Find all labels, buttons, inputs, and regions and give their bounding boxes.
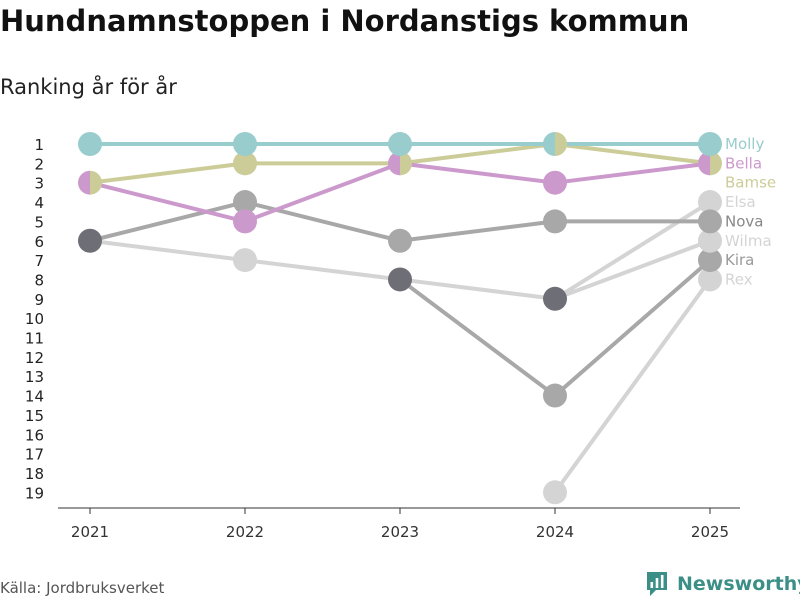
x-tick-label-2023: 2023 [381, 523, 419, 541]
point-bamse-2024 [555, 132, 567, 156]
chart-title: Hundnamnstoppen i Nordanstigs kommun [0, 4, 690, 38]
point-kira-2025 [698, 248, 722, 273]
y-tick-label-6: 6 [34, 233, 44, 251]
source-label: Källa: Jordbruksverket [0, 579, 165, 597]
x-tick-label-2025: 2025 [691, 523, 729, 541]
y-tick-label-15: 15 [25, 407, 44, 425]
point-wilma-2022 [233, 248, 257, 273]
y-tick-label-5: 5 [34, 213, 44, 231]
series-line-rex [553, 277, 712, 495]
point-molly-2022 [233, 132, 257, 156]
point-nova-2022 [233, 190, 257, 215]
point-molly-2025 [698, 132, 722, 156]
legend-label-wilma: Wilma [725, 232, 772, 250]
y-tick-label-11: 11 [25, 330, 44, 348]
point-wilma-2025 [698, 228, 722, 253]
point-elsa-2025 [698, 190, 722, 215]
point-bamse-2025 [710, 151, 722, 176]
y-tick-label-4: 4 [34, 194, 44, 212]
y-tick-label-10: 10 [25, 310, 44, 328]
y-tick-label-19: 19 [25, 484, 44, 502]
y-tick-label-2: 2 [34, 155, 44, 173]
point-molly-2024 [543, 132, 555, 156]
y-tick-label-1: 1 [34, 136, 44, 154]
x-tick-label-2022: 2022 [226, 523, 264, 541]
point-bamse-2021 [90, 170, 102, 195]
y-tick-label-18: 18 [25, 465, 44, 483]
legend-label-nova: Nova [725, 212, 763, 230]
y-tick-label-3: 3 [34, 175, 44, 193]
point-kira-2024 [543, 383, 567, 408]
legend-label-molly: Molly [725, 135, 764, 153]
point-bella-2025 [698, 151, 710, 176]
brand-name: Newsworthy [677, 573, 800, 595]
y-tick-label-9: 9 [34, 291, 44, 309]
x-tick-label-2024: 2024 [536, 523, 574, 541]
y-tick-label-7: 7 [34, 252, 44, 270]
point-kira-wilma-2023 [388, 267, 412, 292]
legend-label-elsa: Elsa [725, 193, 756, 211]
point-bamse-2022 [233, 151, 257, 176]
y-tick-label-17: 17 [25, 446, 44, 464]
point-wilma-elsa-2024 [543, 286, 567, 311]
y-tick-label-16: 16 [25, 426, 44, 444]
legend-label-bamse: Bamse [725, 174, 776, 192]
legend-label-bella: Bella [725, 154, 762, 172]
point-bella-2023 [388, 151, 400, 176]
y-tick-label-12: 12 [25, 349, 44, 367]
legend-label-kira: Kira [725, 251, 754, 269]
point-nova-2025 [698, 209, 722, 234]
x-tick-label-2021: 2021 [71, 523, 109, 541]
point-nova-2023 [388, 228, 412, 253]
point-molly-2023 [388, 132, 412, 156]
point-rex-2024 [543, 480, 567, 505]
point-wilma-nova-2021 [78, 228, 102, 253]
point-bamse-2023 [400, 151, 413, 176]
newsworthy-logo-icon [647, 572, 667, 596]
brand-logo: Newsworthy [645, 570, 800, 598]
point-bella-2022 [233, 209, 257, 234]
point-bella-2024 [543, 170, 567, 195]
legend-label-rex: Rex [725, 270, 753, 288]
chart-subtitle: Ranking år för år [0, 75, 177, 99]
y-tick-label-13: 13 [25, 368, 44, 386]
y-tick-label-14: 14 [25, 388, 44, 406]
point-nova-2024 [543, 209, 567, 234]
series-line-elsa [553, 200, 712, 301]
point-molly-2021 [78, 132, 102, 156]
series-line-kira [398, 258, 712, 398]
point-rex-2025 [698, 267, 722, 292]
point-bella-2021 [78, 170, 90, 195]
y-tick-label-8: 8 [34, 271, 44, 289]
